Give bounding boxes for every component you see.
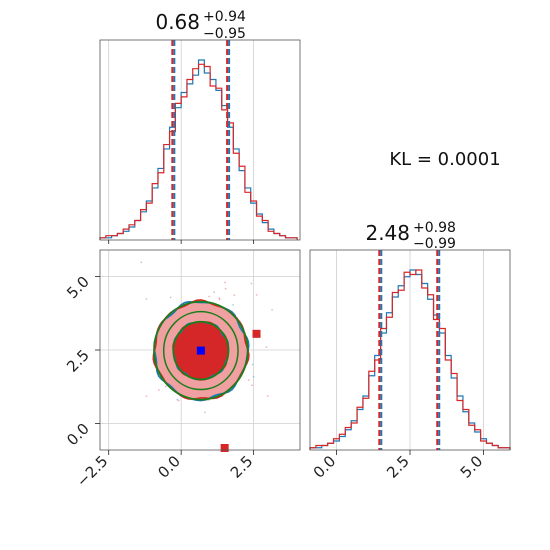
scatter-point: [208, 295, 211, 298]
joint-panel: [99, 249, 301, 452]
scatter-point: [204, 411, 206, 414]
scatter-point: [224, 287, 227, 290]
marginal-x-panel: [99, 39, 301, 241]
scatter-point: [233, 294, 236, 296]
y-marginal-tick-label-1: 2.5: [383, 452, 413, 482]
contour-mid-green: [162, 310, 239, 391]
scatter-point: [176, 398, 179, 401]
scatter-point: [145, 297, 148, 300]
scatter-point: [232, 303, 235, 306]
title-x-main: 0.68: [155, 10, 200, 34]
marginal-y-panel: [309, 249, 511, 451]
scatter-point: [252, 375, 255, 378]
scatter-point: [218, 297, 221, 300]
scatter-point: [271, 308, 273, 311]
scatter-point: [251, 363, 254, 366]
scatter-point: [177, 399, 180, 402]
y-marginal-tick-label-2: 5.0: [457, 452, 487, 482]
y-marginal-tick-label-0: 0.0: [310, 452, 340, 482]
scatter-point: [213, 291, 216, 293]
scatter-point: [157, 389, 160, 391]
y-tick-label-0: 0.0: [63, 420, 93, 450]
scatter-point: [255, 293, 258, 296]
histogram-y-red: [309, 269, 511, 450]
x-tick-label-0: −2.5: [73, 452, 111, 490]
marker-square-2: [220, 444, 229, 452]
scatter-point: [266, 394, 269, 397]
scatter-point: [224, 281, 227, 284]
scatter-point: [140, 261, 143, 264]
scatter-point: [169, 296, 172, 299]
scatter-point: [251, 384, 253, 387]
title-x-sup: +0.94: [203, 9, 246, 25]
scatter-point: [250, 282, 253, 285]
marker-square-1: [252, 329, 261, 338]
y-tick-label-1: 2.5: [63, 346, 93, 376]
marker-square-0: [196, 346, 205, 355]
scatter-point: [145, 395, 148, 398]
scatter-point: [164, 385, 167, 388]
title-y-sup: +0.98: [413, 220, 456, 236]
scatter-point: [218, 298, 221, 301]
title-x-sub: −0.95: [203, 26, 246, 42]
x-tick-label-2: 2.5: [227, 452, 257, 482]
histogram-x-red: [99, 63, 298, 240]
kl-annotation: KL = 0.0001: [389, 149, 500, 170]
title-y-main: 2.48: [365, 221, 410, 245]
scatter-point: [265, 346, 268, 349]
title-y-sub: −0.99: [413, 236, 456, 252]
x-tick-label-1: 0.0: [154, 452, 184, 482]
contour-outer-green: [153, 300, 249, 401]
scatter-point: [247, 379, 250, 382]
contour-inner-green: [172, 320, 230, 381]
y-tick-label-2: 5.0: [63, 273, 93, 303]
